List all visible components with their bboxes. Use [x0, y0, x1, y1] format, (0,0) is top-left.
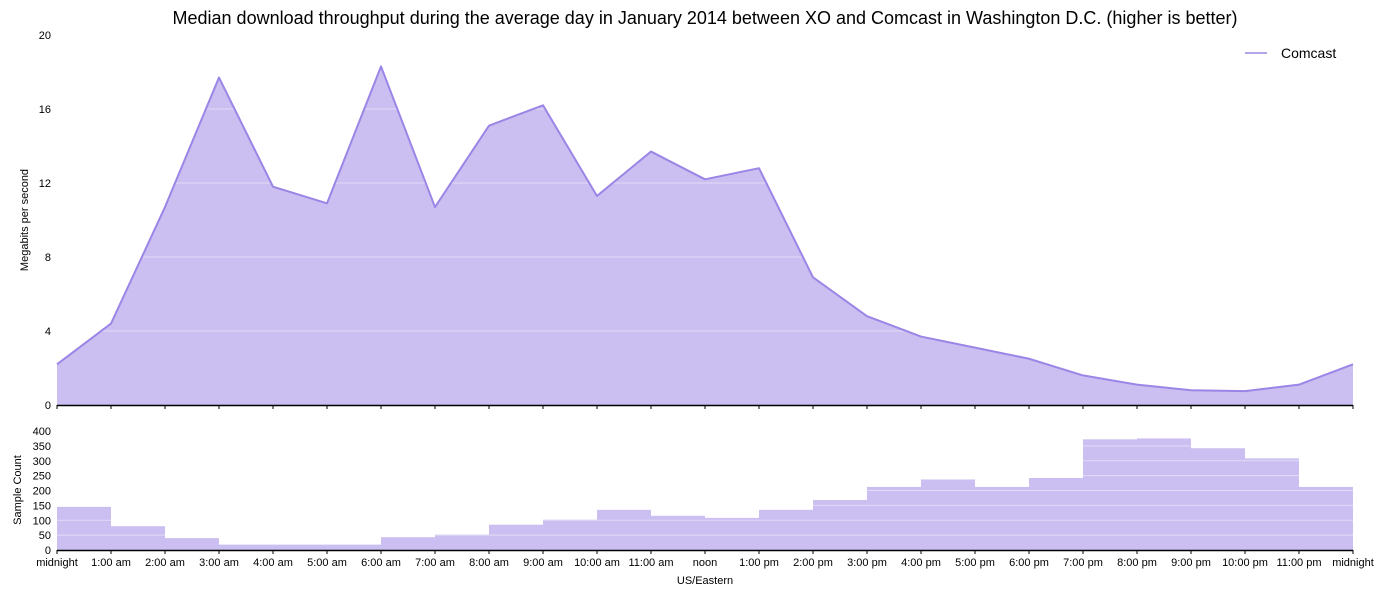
sample-count-bar [381, 537, 435, 550]
sample-count-bar [705, 517, 759, 550]
legend: Comcast [1245, 45, 1336, 61]
top-y-tick-label: 16 [39, 104, 51, 116]
throughput-panel: 0 4 8 12 16 20 [39, 30, 1354, 412]
x-tick-label: 8:00 pm [1117, 557, 1157, 569]
x-tick-label: midnight [1332, 557, 1374, 569]
bottom-y-tick-label: 100 [33, 515, 51, 527]
sample-count-bar [867, 486, 921, 550]
x-tick-label: 5:00 am [307, 557, 347, 569]
x-tick-label: 4:00 pm [901, 557, 941, 569]
top-y-tick-label: 4 [45, 326, 51, 338]
x-tick-label: 1:00 am [91, 557, 131, 569]
sample-count-bar [543, 519, 597, 550]
bottom-y-tick-label: 0 [45, 545, 51, 557]
bottom-y-tick-label: 200 [33, 486, 51, 498]
bottom-y-tick-label: 300 [33, 456, 51, 468]
sample-count-bar [1083, 439, 1137, 550]
top-y-axis-title: Megabits per second [19, 169, 31, 271]
x-tick-label: 11:00 am [628, 557, 673, 569]
x-tick-label: 1:00 pm [739, 557, 779, 569]
sample-count-bar [1137, 438, 1191, 550]
top-y-tick-label: 20 [39, 30, 51, 42]
bottom-y-tick-label: 150 [33, 500, 51, 512]
x-tick-label: 2:00 am [145, 557, 185, 569]
sample-count-bar [111, 526, 165, 550]
sample-count-panel: 0 50 100 150 200 250 300 350 400 midnight 1:00 am 2… [33, 426, 1374, 569]
sample-count-bar [327, 544, 381, 550]
sample-count-bar [597, 509, 651, 550]
x-tick-label: noon [693, 557, 717, 569]
top-y-tick-label: 12 [39, 178, 51, 190]
x-tick-label: 7:00 pm [1063, 557, 1103, 569]
x-tick-label: 9:00 pm [1171, 557, 1211, 569]
x-tick-label: midnight [36, 557, 78, 569]
x-tick-label: 5:00 pm [955, 557, 995, 569]
sample-count-bar [1029, 478, 1083, 550]
sample-count-bar [489, 524, 543, 550]
sample-count-bar [219, 544, 273, 550]
sample-count-bar [57, 506, 111, 550]
sample-count-bar [1245, 458, 1299, 550]
x-tick-label: 10:00 am [574, 557, 620, 569]
bottom-y-tick-label: 400 [33, 426, 51, 438]
top-y-tick-label: 8 [45, 252, 51, 264]
x-axis-title: US/Eastern [677, 575, 733, 587]
sample-count-bar [975, 486, 1029, 550]
x-tick-label: 4:00 am [253, 557, 293, 569]
x-tick-label: 8:00 am [469, 557, 509, 569]
sample-count-bar [759, 509, 813, 550]
x-tick-label: 6:00 pm [1009, 557, 1049, 569]
chart-title: Median download throughput during the av… [172, 8, 1238, 28]
x-tick-label: 9:00 am [523, 557, 563, 569]
bottom-y-tick-label: 50 [39, 530, 51, 542]
x-tick-label: 2:00 pm [793, 557, 833, 569]
top-y-tick-label: 0 [45, 400, 51, 412]
x-tick-label: 7:00 am [415, 557, 455, 569]
sample-count-bar [651, 515, 705, 550]
bottom-y-tick-label: 350 [33, 441, 51, 453]
sample-count-bar [813, 500, 867, 550]
x-tick-label: 3:00 am [199, 557, 239, 569]
x-tick-label: 6:00 am [361, 557, 401, 569]
x-tick-label: 3:00 pm [847, 557, 887, 569]
sample-count-bar [435, 534, 489, 550]
sample-count-bar [165, 538, 219, 550]
sample-count-bar [273, 544, 327, 550]
x-tick-label: 11:00 pm [1276, 557, 1321, 569]
sample-count-bar [1191, 448, 1245, 550]
bottom-y-axis-title: Sample Count [12, 455, 24, 525]
sample-count-bar [921, 479, 975, 550]
bottom-y-tick-label: 250 [33, 471, 51, 483]
legend-label-comcast: Comcast [1281, 45, 1336, 61]
x-tick-label: 10:00 pm [1222, 557, 1268, 569]
comcast-area-fill [57, 66, 1353, 405]
sample-count-bar [1299, 486, 1353, 550]
